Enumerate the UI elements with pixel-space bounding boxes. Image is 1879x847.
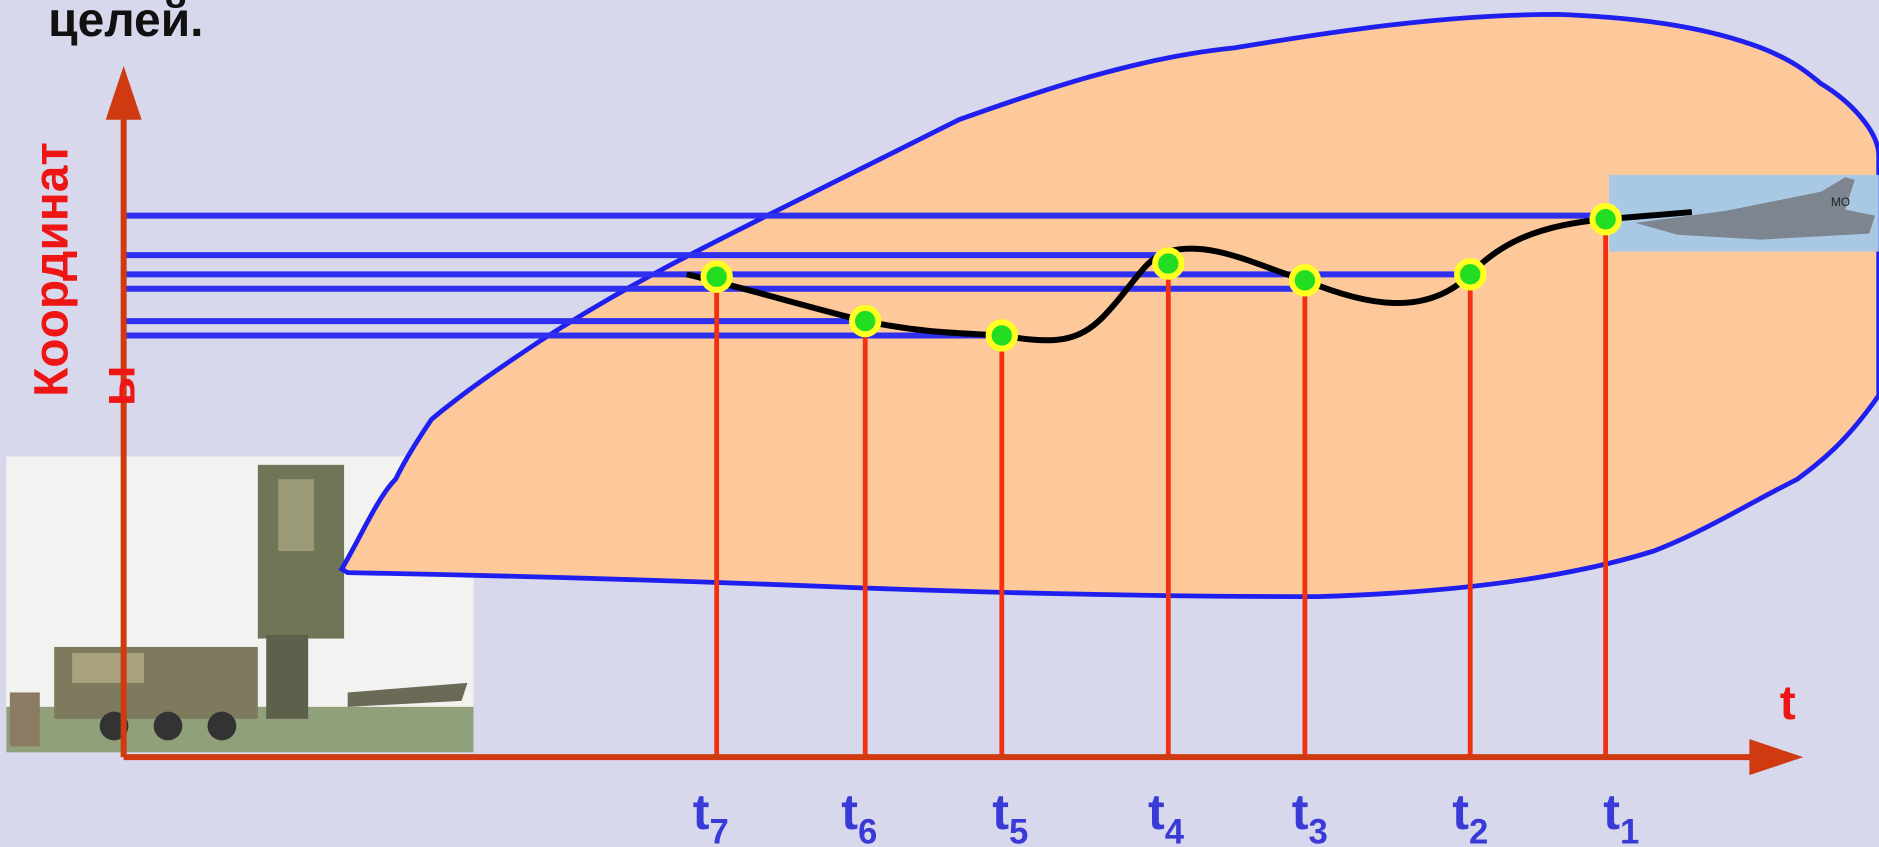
time-label-base: t — [1148, 783, 1165, 840]
svg-text:MO: MO — [1831, 195, 1850, 209]
time-label-sub: 6 — [858, 813, 877, 847]
title: целей. — [48, 0, 203, 47]
time-label-base: t — [841, 783, 858, 840]
x-axis-label: t — [1780, 677, 1796, 730]
y-axis-label: Координат — [25, 142, 78, 397]
time-label-sub: 4 — [1165, 813, 1185, 847]
time-label-sub: 7 — [709, 813, 728, 847]
time-label-sub: 3 — [1308, 813, 1327, 847]
time-label-sub: 5 — [1009, 813, 1028, 847]
page: целей. MO — [0, 0, 1879, 847]
time-label-sub: 1 — [1620, 813, 1639, 847]
y-axis-label: ы — [92, 365, 145, 406]
time-label-base: t — [1603, 783, 1620, 840]
slide: целей. MO — [0, 0, 1879, 847]
time-label-base: t — [1452, 783, 1469, 840]
time-label-base: t — [693, 783, 710, 840]
time-label-sub: 2 — [1469, 813, 1488, 847]
time-label-base: t — [1292, 783, 1309, 840]
time-label-base: t — [992, 783, 1009, 840]
